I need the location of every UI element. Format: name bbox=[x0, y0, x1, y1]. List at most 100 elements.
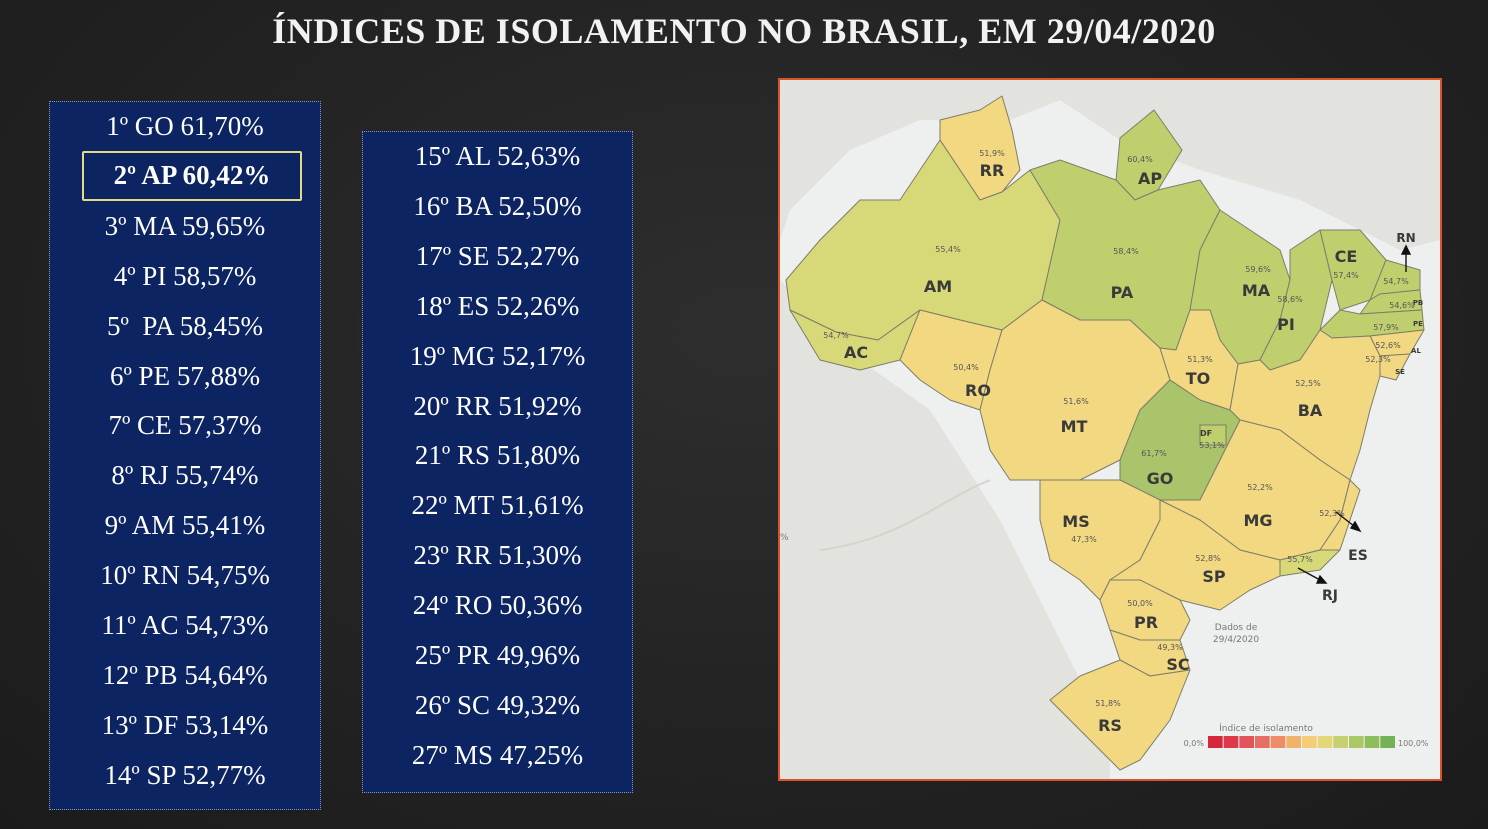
state-value-rj: 55,7% bbox=[1287, 555, 1313, 564]
state-label-ap: AP bbox=[1138, 169, 1162, 188]
callout-arrows bbox=[1297, 244, 1412, 584]
legend-swatch bbox=[1364, 736, 1380, 748]
legend-swatch bbox=[1286, 736, 1301, 748]
legend-swatch bbox=[1255, 736, 1270, 748]
data-note-line2: 29/4/2020 bbox=[1213, 635, 1259, 645]
state-value-rs: 51,8% bbox=[1095, 699, 1121, 708]
legend-swatch bbox=[1223, 736, 1239, 748]
ranking-list-left: 1º GO 61,70% 2º AP 60,42% 3º MA 59,65% 4º P… bbox=[49, 101, 321, 810]
legend-swatch bbox=[1349, 736, 1364, 748]
state-label-sp: SP bbox=[1202, 567, 1226, 586]
state-rs bbox=[1049, 659, 1191, 771]
ranking-item: 16º BA 52,50% bbox=[413, 190, 582, 221]
state-label-to: TO bbox=[1186, 369, 1211, 388]
state-value-ba: 52,5% bbox=[1295, 379, 1321, 388]
page-title: ÍNDICES DE ISOLAMENTO NO BRASIL, EM 29/0… bbox=[272, 11, 1216, 51]
legend-swatch bbox=[1317, 736, 1333, 748]
data-note-line1: Dados de bbox=[1215, 623, 1258, 633]
ranking-item: 13º DF 53,14% bbox=[101, 709, 269, 740]
legend-swatch bbox=[1239, 736, 1254, 748]
legend-swatch bbox=[1333, 736, 1348, 748]
state-label-sc: SC bbox=[1166, 655, 1189, 674]
ranking-item: 2º AP 60,42% bbox=[82, 150, 302, 201]
state-label-df: DF bbox=[1200, 429, 1212, 438]
state-sp bbox=[1109, 499, 1281, 611]
ranking-item: 4º PI 58,57% bbox=[113, 260, 257, 291]
ranking-item: 10º RN 54,75% bbox=[100, 560, 270, 591]
ranking-item: 8º RJ 55,74% bbox=[111, 460, 259, 491]
ranking-item: 14º SP 52,77% bbox=[104, 759, 266, 790]
state-value-df: 53,1% bbox=[1199, 441, 1225, 450]
state-value-pa: 58,4% bbox=[1113, 247, 1139, 256]
ranking-item: 23º RR 51,30% bbox=[413, 540, 582, 571]
ranking-item: 22º MT 51,61% bbox=[411, 490, 584, 521]
state-label-ro: RO bbox=[965, 381, 991, 400]
legend-color-scale bbox=[1208, 736, 1395, 748]
neighbor-land bbox=[780, 80, 1440, 250]
ranking-item: 7º CE 57,37% bbox=[108, 410, 262, 441]
ranking-item: 5º PA 58,45% bbox=[107, 310, 263, 341]
state-label-pe: PE bbox=[1413, 320, 1423, 328]
ranking-item: 12º PB 54,64% bbox=[102, 659, 268, 690]
state-label-rj: RJ bbox=[1322, 588, 1338, 604]
state-label-ba: BA bbox=[1298, 401, 1323, 420]
ranking-item: 11º AC 54,73% bbox=[101, 610, 269, 640]
state-df bbox=[1199, 424, 1227, 446]
legend-title: Índice de isolamento bbox=[1219, 722, 1313, 734]
river-line bbox=[819, 479, 991, 551]
legend-swatch bbox=[1208, 736, 1223, 748]
state-value-sc: 49,3% bbox=[1157, 643, 1183, 652]
state-label-go: GO bbox=[1147, 469, 1174, 488]
state-label-al: AL bbox=[1411, 347, 1421, 355]
edge-mark: % bbox=[780, 533, 789, 543]
state-value-sp: 52,8% bbox=[1195, 554, 1221, 563]
ranking-item: 18º ES 52,26% bbox=[415, 290, 580, 321]
state-label-rn: RN bbox=[1396, 231, 1415, 245]
state-value-pi: 58,6% bbox=[1277, 295, 1303, 304]
state-value-rn: 54,7% bbox=[1383, 277, 1409, 286]
state-label-es: ES bbox=[1348, 548, 1368, 564]
legend-swatch bbox=[1270, 736, 1286, 748]
brazil-map: RR 51,9% AP 60,4% AM 55,4% PA 58,4% MA 59,6% CE 57,… bbox=[778, 78, 1442, 781]
ranking-item: 27º MS 47,25% bbox=[411, 739, 584, 770]
legend-swatch bbox=[1302, 736, 1317, 748]
state-value-mg: 52,2% bbox=[1247, 483, 1273, 492]
state-value-rr: 51,9% bbox=[979, 149, 1005, 158]
ranking-item: 3º MA 59,65% bbox=[104, 210, 266, 241]
ranking-item: 25º PR 49,96% bbox=[414, 640, 581, 670]
state-label-pi: PI bbox=[1277, 315, 1295, 334]
state-value-al: 52,6% bbox=[1375, 341, 1401, 350]
state-value-mt: 51,6% bbox=[1063, 397, 1089, 406]
state-label-rs: RS bbox=[1098, 716, 1122, 735]
state-value-pb: 54,6% bbox=[1389, 301, 1415, 310]
ranking-item: 20º RR 51,92% bbox=[413, 390, 582, 421]
ranking-item: 6º PE 57,88% bbox=[109, 360, 261, 391]
state-value-ac: 54,7% bbox=[823, 331, 849, 340]
state-label-ce: CE bbox=[1335, 247, 1358, 266]
state-label-mg: MG bbox=[1243, 511, 1272, 530]
state-value-ce: 57,4% bbox=[1333, 271, 1359, 280]
state-label-rr: RR bbox=[980, 161, 1005, 180]
state-label-ac: AC bbox=[844, 343, 868, 362]
ranking-item: 26º SC 49,32% bbox=[414, 689, 581, 720]
state-value-ma: 59,6% bbox=[1245, 265, 1271, 274]
ranking-item: 1º GO 61,70% bbox=[106, 111, 264, 141]
state-label-pb: PB bbox=[1413, 299, 1423, 307]
map-svg: RR 51,9% AP 60,4% AM 55,4% PA 58,4% MA 59,6% CE 57,… bbox=[780, 80, 1440, 779]
state-value-ap: 60,4% bbox=[1127, 155, 1153, 164]
state-label-mt: MT bbox=[1061, 417, 1088, 436]
state-value-go: 61,7% bbox=[1141, 449, 1167, 458]
state-value-ro: 50,4% bbox=[953, 363, 979, 372]
state-value-ms: 47,3% bbox=[1071, 535, 1097, 544]
ranking-list-right: 15º AL 52,63% 16º BA 52,50% 17º SE 52,27% 1… bbox=[362, 131, 633, 793]
state-pb bbox=[1359, 289, 1423, 315]
ranking-item: 24º RO 50,36% bbox=[412, 590, 583, 621]
ranking-item: 17º SE 52,27% bbox=[415, 240, 580, 271]
state-value-pe: 57,9% bbox=[1373, 323, 1399, 332]
state-label-am: AM bbox=[924, 277, 952, 296]
state-value-es: 52,3% bbox=[1319, 509, 1345, 518]
neighbor-land-south bbox=[780, 240, 1110, 779]
ranking-item: 9º AM 55,41% bbox=[104, 510, 266, 541]
state-label-ma: MA bbox=[1242, 281, 1271, 300]
legend-swatch bbox=[1380, 736, 1395, 748]
